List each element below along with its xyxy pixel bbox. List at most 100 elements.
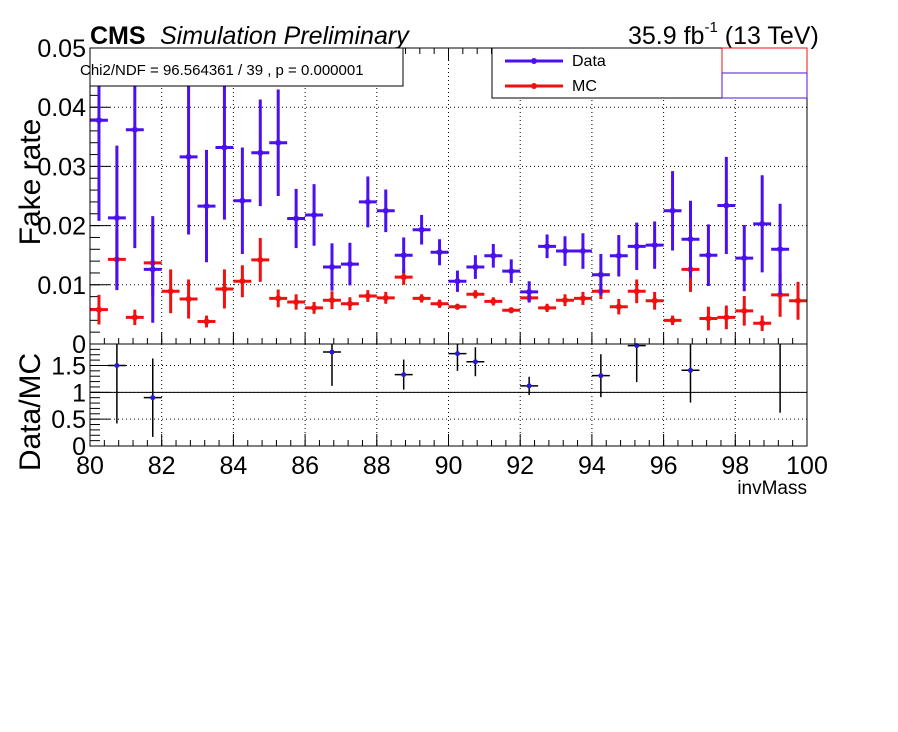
- data-point-marker: [149, 266, 156, 273]
- mc-point: [717, 305, 736, 330]
- main-y-axis-title: Fake rate: [14, 119, 47, 246]
- ratio-y-axis-title: Data/MC: [14, 353, 47, 471]
- stat-box-text: Chi2/NDF = 96.564361 / 39 , p = 0.000001: [80, 62, 364, 79]
- data-point: [573, 233, 592, 269]
- data-point: [323, 243, 341, 291]
- mc-point-marker: [221, 285, 228, 292]
- data-point-marker: [579, 248, 586, 255]
- data-point: [107, 145, 126, 291]
- mc-point: [430, 299, 449, 308]
- mc-point: [753, 315, 772, 331]
- data-point-marker: [615, 252, 622, 259]
- data-point-marker: [544, 243, 551, 250]
- mc-point-marker: [311, 304, 318, 311]
- ratio-point-marker: [472, 359, 478, 365]
- data-point: [484, 243, 503, 268]
- data-point-marker: [328, 264, 335, 271]
- ratio-point: [448, 344, 467, 371]
- data-point: [735, 225, 754, 292]
- mc-point: [215, 269, 234, 309]
- mc-point-marker: [759, 320, 766, 327]
- ratio-point-marker: [454, 351, 460, 357]
- main-y-ticks: 0 0.01 0.02 0.03 0.04 0.05: [37, 35, 110, 359]
- data-point: [305, 184, 324, 246]
- mc-point: [358, 290, 377, 302]
- main-y-tick-label: 0.03: [37, 153, 86, 181]
- data-point: [269, 89, 288, 196]
- mc-point-marker: [472, 291, 479, 298]
- mc-point: [179, 279, 198, 319]
- mc-point-marker: [508, 307, 515, 314]
- mc-point: [789, 281, 807, 320]
- status-label: Simulation Preliminary: [160, 22, 410, 50]
- mc-point-marker: [131, 314, 138, 321]
- ratio-point: [466, 347, 485, 377]
- data-point-marker: [400, 252, 407, 259]
- mc-point: [663, 315, 682, 326]
- main-panel: 0 0.01 0.02 0.03 0.04 0.05: [37, 35, 808, 359]
- ratio-point-marker: [598, 373, 604, 379]
- ratio-grid: [90, 344, 807, 446]
- data-point-marker: [705, 252, 712, 259]
- data-point-marker: [669, 207, 676, 214]
- data-point-marker: [185, 153, 192, 160]
- ratio-y-tick-label: 1.5: [51, 352, 86, 380]
- mc-point-marker: [436, 300, 443, 307]
- data-point-marker: [759, 220, 766, 227]
- mc-point: [627, 279, 646, 304]
- data-point: [197, 149, 216, 263]
- mc-point: [251, 238, 270, 282]
- lumi-spacer: [718, 22, 725, 50]
- x-tick-label: 80: [76, 452, 104, 480]
- ratio-point-marker: [150, 395, 156, 401]
- data-point: [556, 236, 574, 266]
- data-point-marker: [777, 246, 784, 253]
- ratio-point-marker: [114, 362, 120, 368]
- mc-point-marker: [723, 314, 730, 321]
- mc-point-marker: [293, 298, 300, 305]
- data-point: [143, 216, 162, 323]
- mc-point-marker: [562, 297, 569, 304]
- data-point-marker: [418, 226, 425, 233]
- mc-point-marker: [490, 298, 497, 305]
- mc-point: [502, 307, 521, 314]
- mc-point-marker: [633, 288, 640, 295]
- ratio-point: [591, 354, 610, 398]
- data-point-marker: [633, 243, 640, 250]
- mc-point-marker: [454, 303, 461, 310]
- data-point-marker: [95, 117, 102, 124]
- data-point: [502, 259, 521, 284]
- mc-point: [90, 294, 108, 325]
- ratio-panel: 00.511.5 80 82 84 86 88 90 92 94 96 98 100: [51, 48, 828, 480]
- ratio-y-tick-label: 0.5: [51, 406, 86, 434]
- main-grid: [90, 48, 807, 344]
- mc-point-marker: [382, 294, 389, 301]
- x-tick-label: 94: [578, 452, 606, 480]
- mc-point: [448, 303, 467, 310]
- mc-point: [573, 291, 592, 305]
- data-point: [717, 156, 736, 255]
- lumi-label: 35.9 fb-1 (13 TeV): [628, 19, 819, 50]
- data-point-marker: [741, 255, 748, 262]
- data-point-marker: [508, 268, 515, 275]
- ratio-point: [394, 359, 413, 390]
- legend-mc-label: MC: [572, 78, 597, 95]
- legend-blue-swatch: [721, 72, 808, 99]
- data-point: [609, 235, 628, 277]
- mc-point-marker: [544, 304, 551, 311]
- x-tick-label: 88: [363, 452, 391, 480]
- data-point-marker: [597, 271, 604, 278]
- x-tick-label: 92: [506, 452, 534, 480]
- mc-point-marker: [239, 278, 246, 285]
- main-y-tick-label: 0.04: [37, 94, 86, 122]
- lumi-exponent: -1: [704, 19, 717, 36]
- ratio-series: [107, 343, 781, 437]
- main-y-tick-label: 0.02: [37, 213, 86, 241]
- legend-data-label: Data: [572, 53, 606, 70]
- ratio-point: [681, 344, 700, 403]
- mc-point-marker: [328, 297, 335, 304]
- data-point: [251, 99, 270, 207]
- main-y-tick-label: 0.01: [37, 272, 86, 300]
